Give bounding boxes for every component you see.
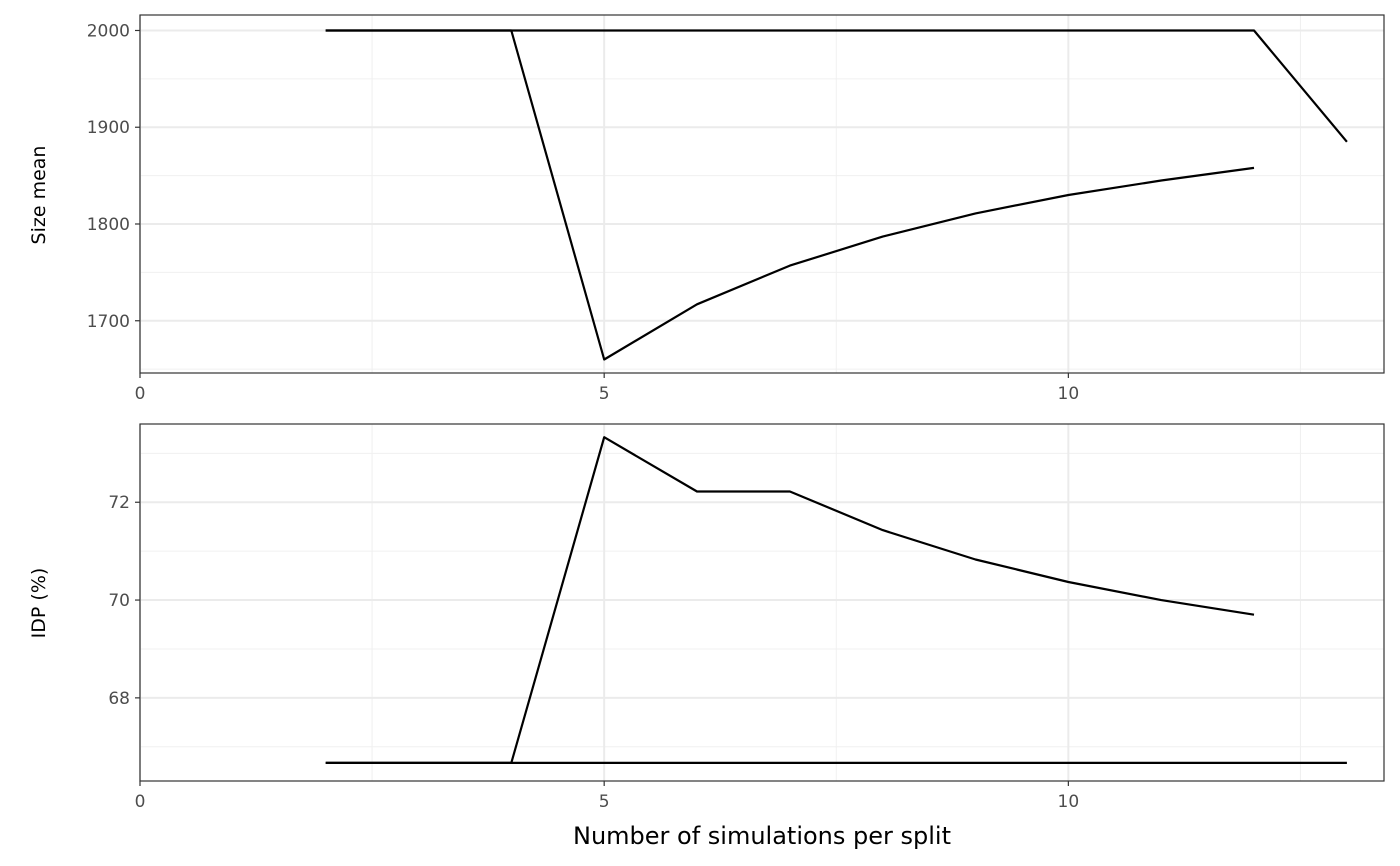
panel-idp: 0 5 10 68 70 72 [108,423,1385,812]
x-tick-label: 0 [135,384,146,404]
y-tick-label: 1700 [87,312,130,332]
y-tick-label: 1800 [87,215,130,235]
panel-border [139,423,1385,782]
x-tick-label: 10 [1058,384,1080,404]
y-tick-label: 2000 [87,21,130,41]
y-axis-title-size-mean: Size mean [28,146,50,245]
panel-border [139,14,1385,374]
y-axis-title-idp: IDP (%) [28,568,50,639]
y-tick-label: 1900 [87,118,130,138]
x-tick-label: 10 [1058,792,1080,812]
x-tick-label: 5 [599,384,610,404]
x-tick-label: 0 [135,792,146,812]
y-tick-label: 68 [108,689,130,709]
y-tick-label: 70 [108,591,130,611]
x-tick-label: 5 [599,792,610,812]
x-axis-title: Number of simulations per split [573,822,951,850]
series-line-2 [325,29,1255,361]
y-tick-label: 72 [108,493,130,513]
panel-size-mean: 0 5 10 1700 1800 1900 2000 [87,14,1385,404]
